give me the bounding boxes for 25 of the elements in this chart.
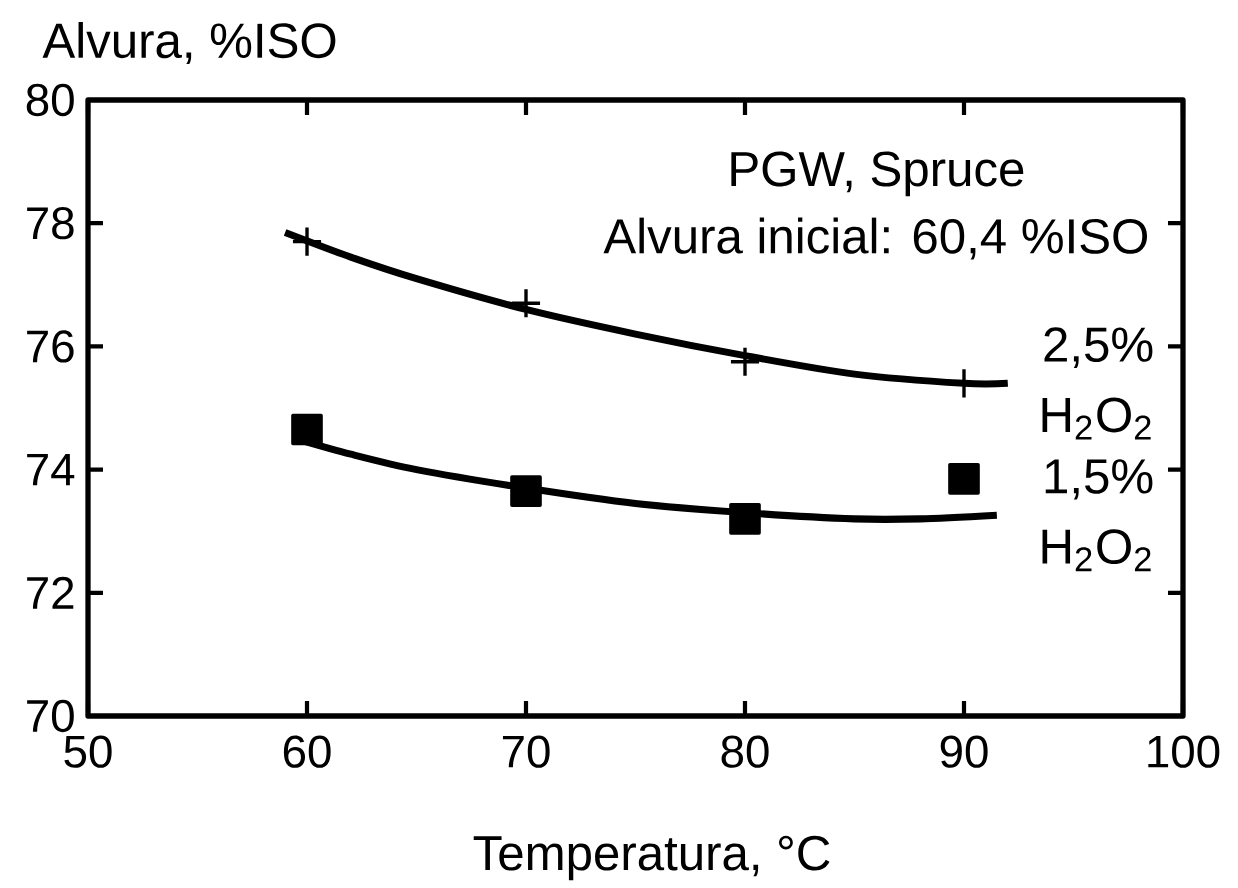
y-tick-label: 80 <box>26 83 74 117</box>
annotation: PGW, Spruce <box>731 151 1024 197</box>
x-tick-label: 60 <box>283 735 331 768</box>
y-axis-title: Alvura, %ISO <box>42 22 336 64</box>
x-tick-label: 80 <box>721 735 769 768</box>
point <box>948 463 980 495</box>
y-tick-label: 76 <box>27 330 74 363</box>
x-tick-label: 100 <box>1148 735 1220 768</box>
legend-label: 2,5% H$_{2}$O$_{2}$ <box>1042 327 1153 440</box>
point <box>291 413 323 446</box>
x-tick-label: 90 <box>940 735 988 768</box>
point <box>292 227 322 256</box>
x-tick-label: 70 <box>502 735 550 768</box>
annotation: Alvura inicial: 60,4 %ISO <box>603 217 1147 260</box>
y-tick-label: 78 <box>27 207 74 240</box>
y-tick-label: 70 <box>27 699 74 733</box>
point <box>729 503 761 535</box>
y-tick-label: 72 <box>27 576 74 609</box>
point <box>730 347 760 376</box>
point <box>511 289 541 318</box>
point <box>510 475 542 507</box>
legend-label: 1,5% H$_{2}$O$_{2}$ <box>1042 459 1153 572</box>
x-axis-title: Temperatura, °C <box>473 835 830 881</box>
y-tick-label: 74 <box>27 453 75 486</box>
x-tick-label: 50 <box>64 735 112 768</box>
